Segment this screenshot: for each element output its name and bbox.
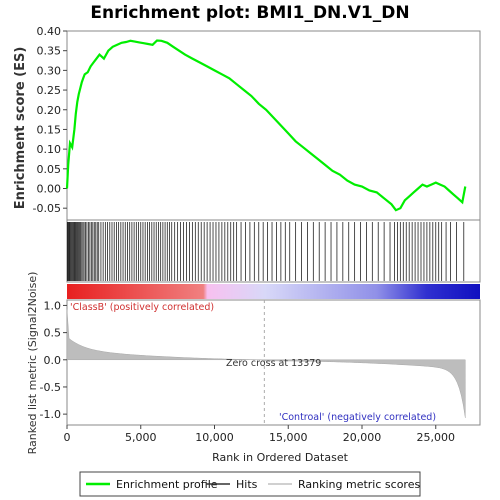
legend-label: Ranking metric scores (298, 478, 420, 491)
legend: Enrichment profile Hits Ranking metric sco… (86, 478, 420, 491)
legend-box (79, 471, 421, 497)
metric-y-axis: 1.0 0.5 0.0 -0.5 -1.0 (40, 299, 67, 421)
x-tick-label: 0 (64, 431, 71, 444)
es-panel-frame (66, 30, 481, 221)
es-y-label: Enrichment score (ES) (13, 47, 28, 210)
es-tick-label: 0.40 (37, 25, 62, 38)
metric-tick-label: 0.0 (44, 354, 62, 367)
es-y-axis: 0.40 0.35 0.30 0.25 0.20 0.15 0.10 0.05 0.00 -0.0… (33, 25, 67, 215)
negative-annotation: 'Controal' (negatively correlated) (279, 412, 436, 423)
metric-tick-label: -1.0 (40, 408, 61, 421)
ranking-metric-area (66, 309, 466, 418)
es-tick-label: 0.10 (37, 143, 62, 156)
es-tick-label: 0.15 (37, 123, 62, 136)
hits-panel-frame (66, 219, 481, 283)
es-tick-label: 0.20 (37, 104, 62, 117)
x-tick-label: 15,000 (269, 431, 308, 444)
es-tick-label: 0.35 (37, 45, 62, 58)
es-tick-label: 0.00 (37, 183, 62, 196)
chart-title: Enrichment plot: BMI1_DN.V1_DN (90, 3, 409, 23)
hits-marks (67, 222, 465, 281)
x-tick-label: 5,000 (125, 431, 157, 444)
legend-label: Enrichment profile (116, 478, 218, 491)
es-tick-label: -0.05 (33, 202, 61, 215)
x-tick-label: 25,000 (417, 431, 456, 444)
es-tick-label: 0.25 (37, 84, 62, 97)
positive-annotation: 'ClassB' (positively correlated) (70, 302, 214, 313)
x-axis-label: Rank in Ordered Dataset (212, 451, 349, 464)
zero-cross-annotation: Zero cross at 13379 (226, 358, 321, 369)
metric-tick-label: 1.0 (44, 299, 62, 312)
es-tick-label: 0.05 (37, 163, 62, 176)
metric-tick-label: -0.5 (40, 381, 61, 394)
x-axis: 0 5,000 10,000 15,000 20,000 25,000 (64, 425, 456, 444)
legend-label: Hits (236, 478, 258, 491)
ranking-color-bar (67, 284, 480, 299)
x-tick-label: 10,000 (195, 431, 234, 444)
x-tick-label: 20,000 (343, 431, 382, 444)
enrichment-profile-line (65, 39, 467, 212)
metric-y-label: Ranked list metric (Signal2Noise) (26, 272, 39, 455)
es-tick-label: 0.30 (37, 64, 62, 77)
metric-tick-label: 0.5 (44, 327, 62, 340)
